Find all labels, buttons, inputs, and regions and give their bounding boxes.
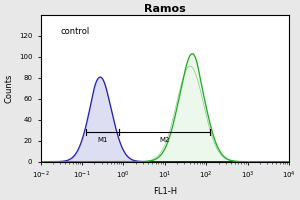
Text: M1: M1	[98, 137, 108, 143]
X-axis label: FL1-H: FL1-H	[153, 187, 177, 196]
Title: Ramos: Ramos	[144, 4, 186, 14]
Y-axis label: Counts: Counts	[4, 74, 13, 103]
Text: control: control	[60, 27, 90, 36]
Text: M2: M2	[160, 137, 170, 143]
